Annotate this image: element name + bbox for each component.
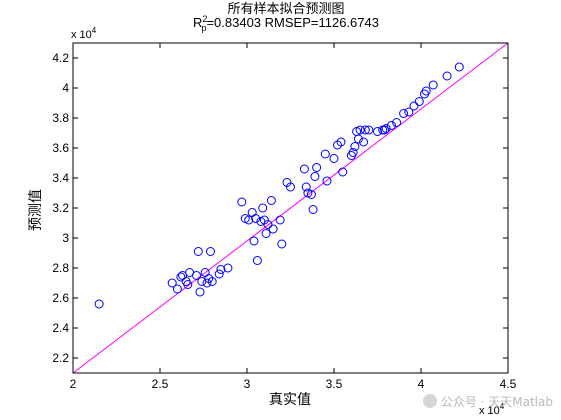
data-point [266,196,276,205]
data-point [336,137,346,147]
data-point [329,154,339,163]
data-point [409,101,419,111]
x-tick-label: 3.5 [326,377,343,391]
data-point [364,125,374,135]
x-axis-label: 真实值 [269,391,311,407]
data-point [251,214,261,223]
data-point [420,89,429,99]
y-tick-label: 3.8 [52,111,69,125]
data-point [223,263,233,273]
data-point [263,220,273,229]
x-scale-label: x 104 [479,402,505,417]
watermark: 公众号 · 天天Matlab [422,393,553,410]
data-point [275,215,285,225]
chart-subtitle: R2 p=0.83403 RMSEP=1126.6743 [193,14,379,33]
chart-title: 所有样本拟合预测图 [227,1,344,16]
data-point [258,203,268,213]
data-point [237,197,247,207]
data-point [386,121,396,130]
y-tick-label: 3.2 [52,201,69,215]
watermark-text: 公众号 · 天天Matlab [440,395,553,409]
data-point [414,97,424,106]
data-point [381,124,391,133]
data-point [206,247,215,256]
data-point [322,176,332,186]
y-axis: 2.2 2.4 2.6 2.8 3 3.2 3.4 3.6 3.8 4 4.2 [52,51,508,365]
y-tick-label: 3.6 [52,141,69,155]
y-axis-label: 预测值 [27,189,43,231]
reference-line [72,42,509,374]
data-point [392,118,402,127]
data-point [247,208,257,217]
data-point [94,299,104,309]
data-point [286,182,295,192]
data-points [94,62,464,309]
data-point [312,163,322,172]
data-point [193,247,203,256]
data-point [167,278,177,288]
data-point [360,125,370,135]
y-scale-label: x 104 [71,26,97,41]
data-point [176,272,186,282]
data-point [355,125,365,135]
y-tick-label: 2.4 [52,321,69,335]
data-point [249,236,259,246]
data-point [172,284,182,294]
y-tick-label: 4.2 [52,51,69,65]
x-tick-label: 2 [70,377,77,391]
data-point [244,215,254,225]
data-point [277,239,287,249]
data-point [338,167,348,177]
data-point [301,182,311,192]
data-point [310,172,320,181]
data-point [373,127,382,136]
data-point [404,107,414,117]
data-point [442,71,452,81]
data-point [308,205,318,214]
x-axis: 2 2.5 3 3.5 4 4.5 [70,43,517,391]
data-point [202,278,212,288]
wechat-icon [422,394,437,408]
data-point [428,80,438,90]
data-point [261,229,271,238]
data-point [359,137,369,147]
y-tick-label: 4 [62,81,69,95]
data-point [183,280,193,289]
data-point [216,265,226,274]
x-tick-label: 4.5 [500,377,517,391]
x-tick-label: 2.5 [152,377,169,391]
x-tick-label: 4 [418,377,425,391]
data-point [299,164,309,174]
y-tick-label: 2.2 [52,351,69,365]
data-point [207,277,217,286]
data-point [353,134,363,144]
data-point [252,256,262,265]
data-point [214,269,224,279]
y-tick-label: 2.6 [52,291,69,305]
y-tick-label: 3.4 [52,171,69,185]
data-point [320,149,330,159]
data-point [454,62,464,72]
data-point [346,151,356,160]
data-point [350,142,360,151]
data-point [380,125,389,135]
data-point [181,277,191,286]
x-tick-label: 3 [244,377,251,391]
data-point [306,190,316,199]
data-point [348,148,358,157]
y-tick-label: 2.8 [52,261,69,275]
data-point [195,287,205,297]
data-point [421,86,431,96]
data-point [399,109,409,118]
data-point [192,271,201,280]
data-point [268,224,278,234]
y-tick-label: 3 [62,231,69,245]
